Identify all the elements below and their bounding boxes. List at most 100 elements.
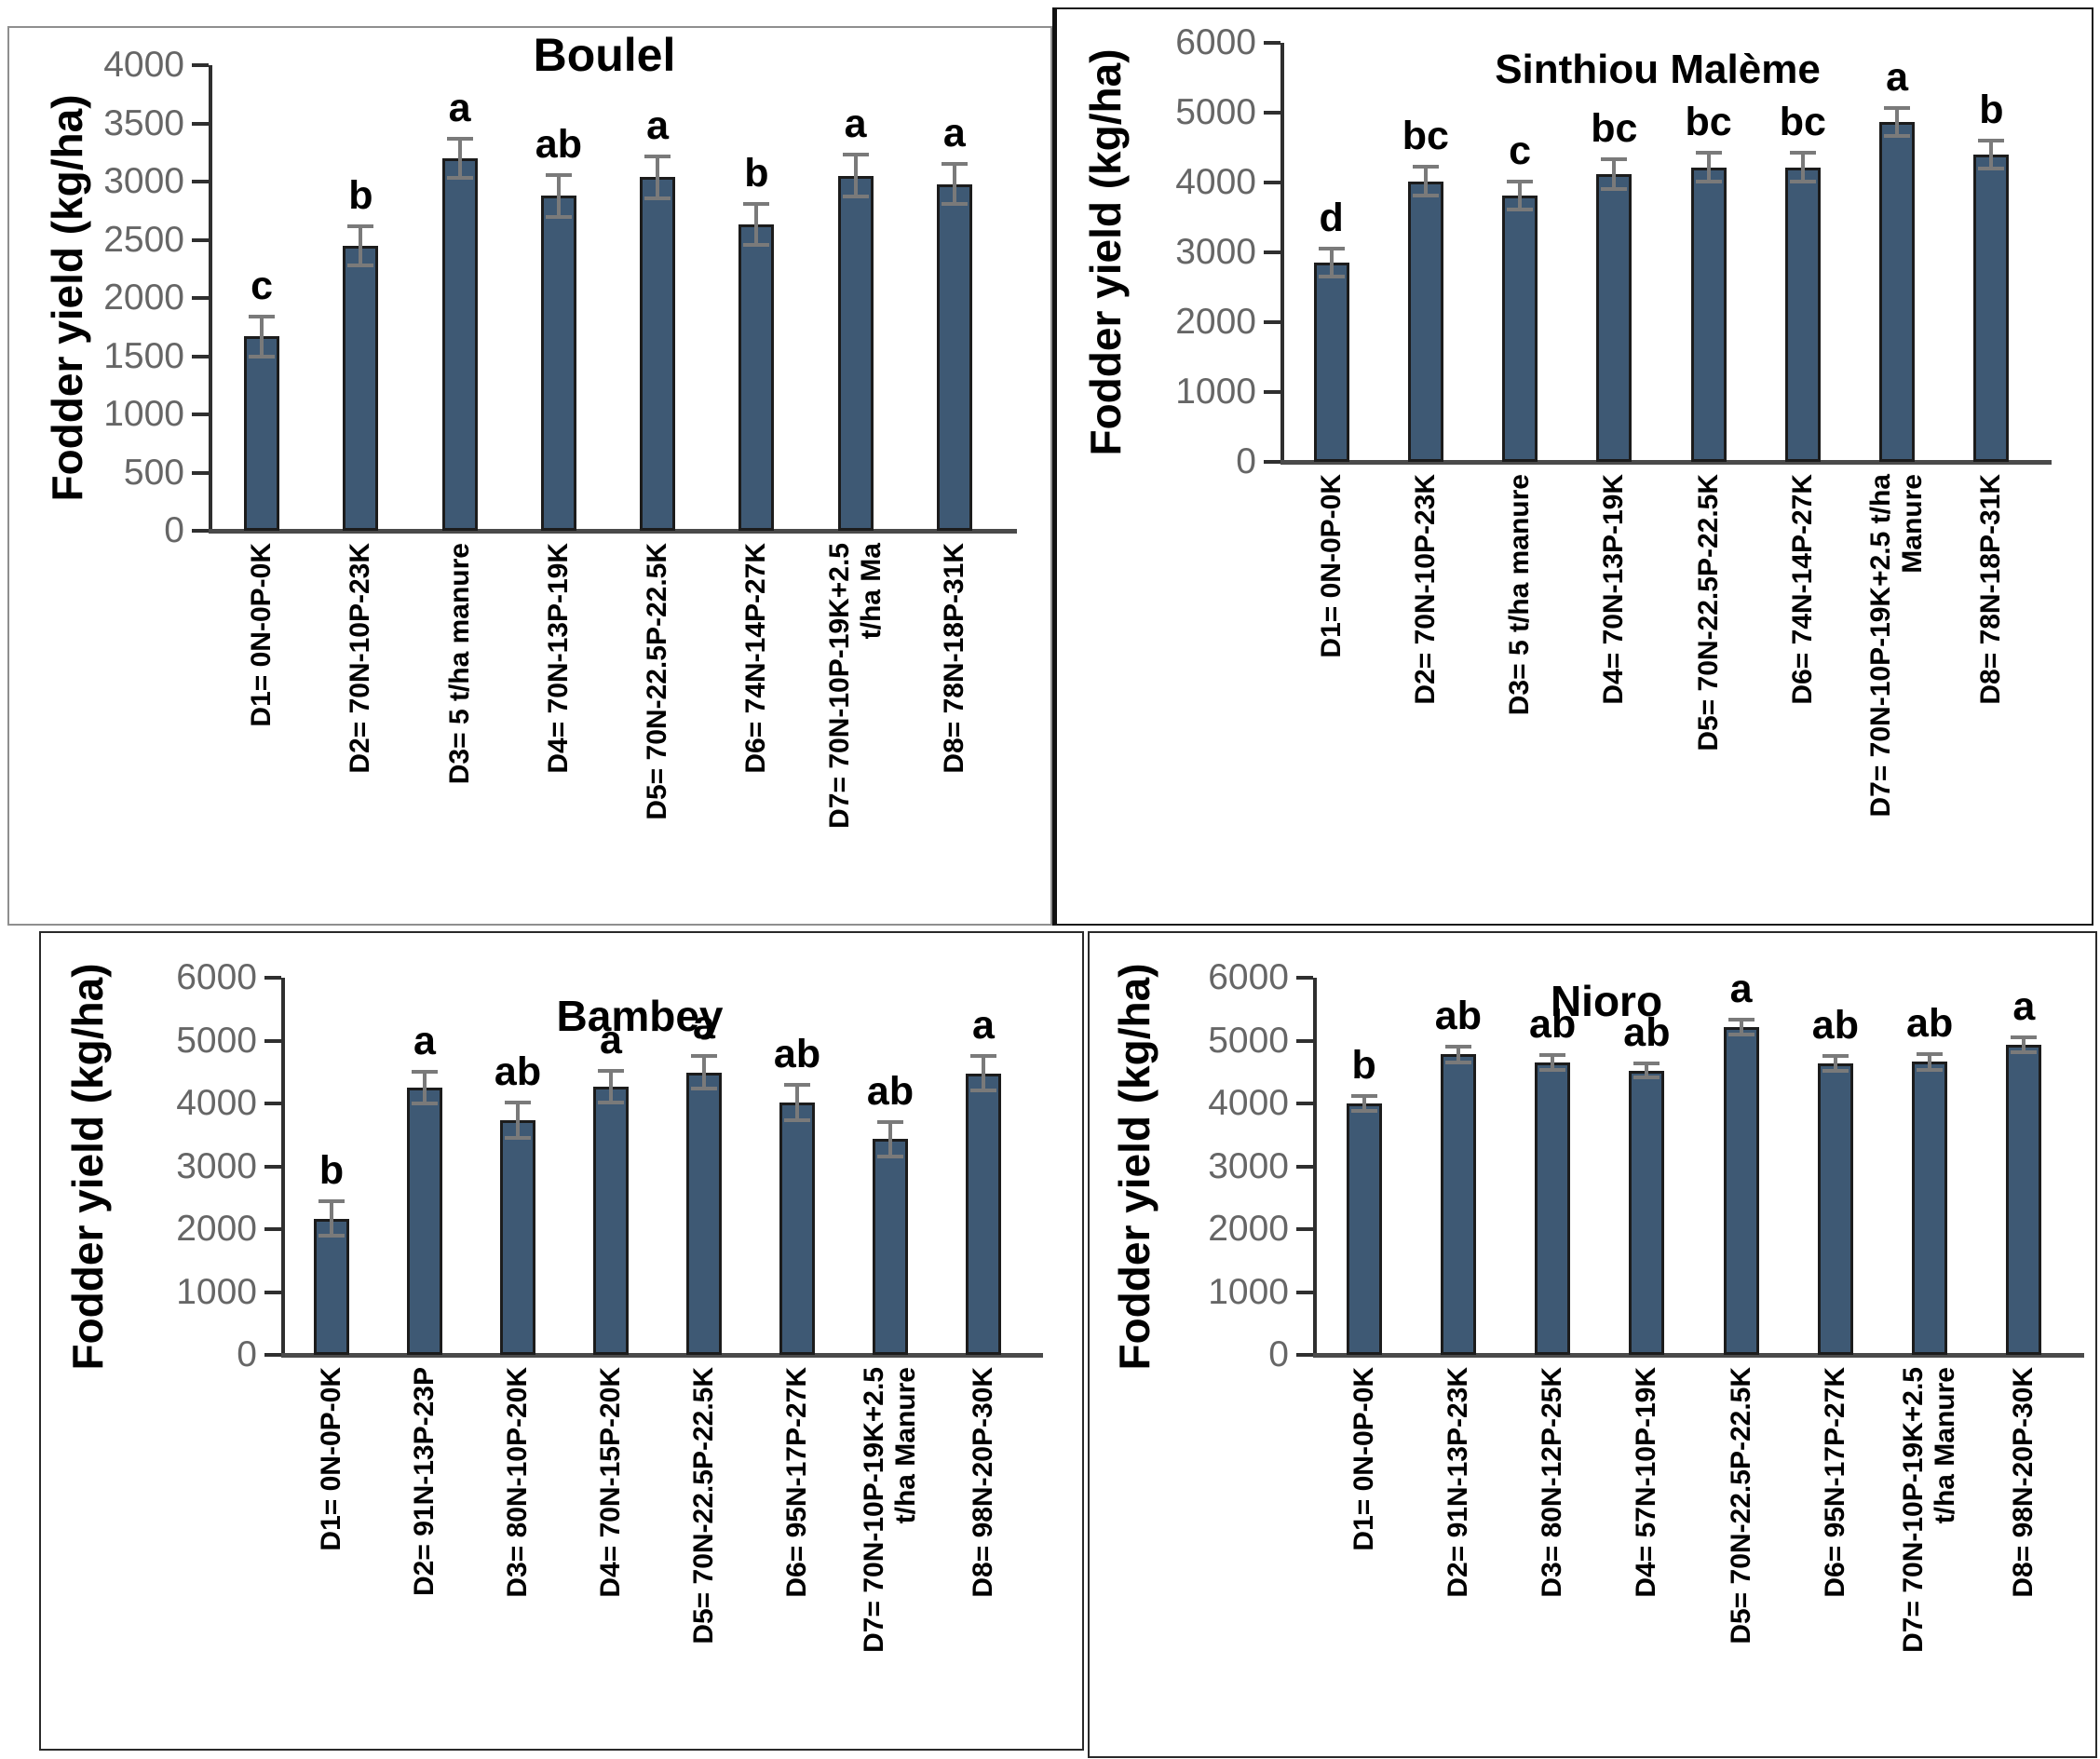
error-bar-cap-bottom	[877, 1154, 903, 1158]
y-tick-mark	[1296, 1164, 1313, 1169]
y-tick-label: 4000	[176, 1083, 257, 1123]
y-tick-label: 5000	[1175, 92, 1256, 132]
bar	[343, 245, 379, 531]
error-bar-cap-bottom	[1822, 1068, 1849, 1073]
error-bar	[888, 1122, 892, 1157]
y-tick-mark	[1264, 460, 1280, 464]
significance-letter: bc	[1402, 113, 1449, 158]
error-bar-cap-top	[941, 161, 968, 166]
error-bar-cap-bottom	[318, 1234, 345, 1238]
bar	[966, 1073, 1001, 1355]
bar	[1440, 1054, 1476, 1355]
y-tick-mark	[1264, 250, 1280, 254]
error-bar-cap-bottom	[1350, 1109, 1377, 1114]
bar	[1535, 1062, 1571, 1355]
significance-letter: a	[1886, 54, 1909, 100]
x-tick-cell: D2= 70N-10P-23K	[311, 538, 410, 883]
x-tick-label: D7= 70N-10P-19K+2.5 t/ha Manure	[859, 1367, 921, 1653]
significance-letter: ab	[1529, 1002, 1577, 1048]
y-tick-mark	[192, 237, 209, 242]
error-bar	[359, 225, 363, 265]
x-tick-label: D3= 80N-12P-25K	[1537, 1367, 1568, 1598]
x-tick-label: D7= 70N-10P-19K+2.5 t/ha Manure	[1865, 474, 1929, 818]
error-bar-cap-top	[2011, 1035, 2038, 1040]
error-bar	[423, 1072, 427, 1103]
error-bar-cap-bottom	[446, 176, 473, 181]
bar	[1723, 1027, 1759, 1355]
bar	[1629, 1070, 1665, 1355]
significance-letter: ab	[494, 1049, 542, 1095]
x-tick-label: D3= 80N-10P-20K	[502, 1367, 533, 1598]
error-bar-cap-bottom	[644, 196, 671, 200]
x-tick-label: D4= 70N-13P-19K	[1598, 474, 1630, 705]
error-bar-cap-top	[1539, 1053, 1566, 1058]
error-bar	[656, 156, 660, 198]
bar	[1346, 1103, 1382, 1355]
significance-letter: c	[251, 264, 274, 308]
y-tick-label: 4000	[1208, 1083, 1289, 1123]
bar	[1879, 121, 1916, 462]
x-tick-label: D4= 70N-13P-19K	[542, 543, 574, 774]
x-tick-cell: D1= 0N-0P-0K	[285, 1362, 378, 1725]
x-tick-cell: D4= 70N-13P-19K	[509, 538, 608, 883]
x-tick-cell: D3= 5 t/ha manure	[1473, 469, 1567, 870]
x-tick-label: D3= 5 t/ha manure	[443, 543, 475, 785]
y-tick-mark	[264, 1227, 281, 1231]
error-bar-cap-bottom	[1789, 180, 1816, 184]
y-tick-mark	[192, 529, 209, 533]
y-tick-mark	[1264, 320, 1280, 324]
significance-letter: a	[693, 1003, 715, 1049]
error-bar	[457, 138, 462, 179]
error-bar	[330, 1200, 333, 1237]
error-bar-cap-top	[249, 315, 276, 318]
y-tick-mark	[192, 470, 209, 475]
x-tick-label: D5= 70N-22.5P-22.5K	[688, 1367, 719, 1644]
error-bar	[1833, 1055, 1837, 1071]
y-tick-label: 6000	[176, 957, 257, 997]
x-tick-cell: D5= 70N-22.5P-22.5K	[1694, 1362, 1788, 1725]
y-tick-label: 2000	[1175, 302, 1256, 342]
y-tick-mark	[192, 296, 209, 300]
bar	[244, 336, 280, 531]
error-bar-cap-top	[598, 1068, 624, 1073]
error-bar-cap-top	[877, 1120, 903, 1125]
bar	[1407, 181, 1443, 462]
x-tick-cell: D6= 74N-14P-27K	[707, 538, 806, 883]
significance-letter: a	[1729, 967, 1753, 1012]
x-tick-label: D8= 98N-20P-30K	[968, 1367, 998, 1598]
y-tick-mark	[192, 63, 209, 67]
y-tick-label: 1000	[103, 394, 184, 434]
error-bar-cap-top	[691, 1054, 717, 1059]
error-bar	[1362, 1095, 1366, 1112]
error-bar	[2022, 1037, 2026, 1053]
y-tick-label: 5000	[1208, 1020, 1289, 1061]
chart-panel-nioro: Fodder yield (kg/ha) Nioro 0 1000 2000 3000…	[1088, 931, 2097, 1758]
bar	[1973, 155, 2010, 462]
error-bar-cap-bottom	[412, 1102, 438, 1105]
x-tick-cell: D8= 98N-20P-30K	[937, 1362, 1030, 1725]
error-bar-cap-bottom	[784, 1118, 810, 1123]
error-bar	[952, 163, 956, 205]
error-bar-cap-bottom	[1978, 167, 2005, 170]
error-bar-cap-top	[1917, 1052, 1944, 1057]
error-bar-cap-top	[644, 154, 671, 158]
error-bar	[516, 1103, 520, 1139]
y-axis-title: Fodder yield (kg/ha)	[1110, 962, 1158, 1371]
error-bar-cap-bottom	[1917, 1067, 1944, 1072]
y-tick-label: 1000	[1208, 1271, 1289, 1312]
error-bar-cap-top	[1822, 1053, 1849, 1058]
significance-letter: b	[348, 172, 373, 218]
x-tick-cell: D3= 80N-12P-25K	[1506, 1362, 1600, 1725]
error-bar-cap-bottom	[842, 195, 869, 199]
plot-area: 0 500 1000 1500 2000 2500 3000 3500 4000 c D1= 0N-…	[103, 46, 1017, 829]
error-bar	[795, 1085, 799, 1121]
error-bar-cap-top	[1601, 157, 1628, 162]
bar	[1690, 167, 1727, 462]
error-bar	[1329, 249, 1334, 277]
error-bar-cap-top	[1695, 150, 1722, 155]
x-tick-cell: D3= 80N-10P-20K	[471, 1362, 564, 1725]
error-bar-cap-top	[1507, 179, 1534, 183]
error-bar-cap-bottom	[970, 1088, 996, 1092]
error-bar	[1551, 1055, 1555, 1071]
x-tick-cell: D1= 0N-0P-0K	[212, 538, 311, 883]
